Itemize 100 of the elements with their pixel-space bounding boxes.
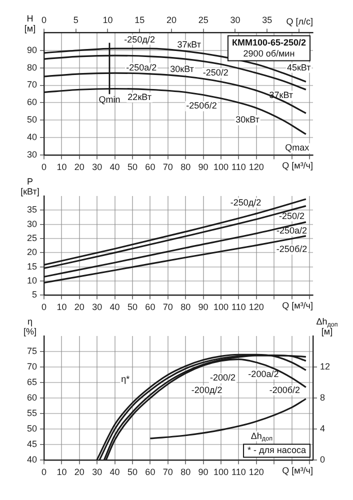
x-tick-label: 100 (213, 162, 228, 172)
y-tick-label: 65 (26, 377, 37, 388)
annotation: -250/2 (202, 68, 228, 78)
x-tick-label: 50 (127, 302, 138, 312)
x2-tick-label: 0 (41, 14, 47, 25)
y-axis-title: η [%] (24, 316, 37, 336)
y-tick-label: 50 (26, 114, 37, 125)
x-tick-label: 70 (162, 467, 173, 478)
x-tick-label: 60 (145, 162, 156, 172)
x-tick-label: 40 (110, 162, 120, 172)
ref-line-label: Qmin (98, 94, 120, 105)
annotation: -250б/2 (276, 244, 308, 254)
x-tick-label: 40 (110, 302, 120, 312)
x-tick-label: 50 (127, 162, 138, 172)
x-tick-label: 110 (231, 162, 246, 172)
y-tick-label: 20 (26, 247, 37, 258)
y2-tick-label: 4 (320, 424, 326, 434)
annotation: -200/2 (210, 372, 236, 383)
text: 2900 об/мин (243, 48, 295, 58)
y-tick-label: 60 (26, 392, 37, 403)
annotation: Qmax (285, 142, 310, 153)
x-tick-label: 120 (248, 467, 264, 478)
x-tick-label: 50 (127, 467, 138, 478)
x-tick-label: 60 (145, 302, 156, 312)
x-tick-label: 90 (198, 162, 208, 172)
x-tick-label: 0 (41, 162, 47, 172)
y-axis-title: P [кВт] (20, 176, 40, 196)
x-tick-label: 110 (231, 467, 246, 478)
y2-tick-label: 12 (320, 362, 330, 372)
x-tick-label: 30 (92, 302, 102, 312)
annotation: -200а/2 (248, 368, 279, 379)
x-tick-label: 100 (213, 467, 228, 478)
x-tick-label: 40 (110, 467, 120, 478)
x-tick-label: 120 (248, 162, 264, 172)
x-tick-label: 70 (162, 302, 173, 312)
x2-tick-label: 5 (73, 14, 78, 25)
x2-tick-label: 15 (134, 14, 145, 25)
y2-tick-label: 8 (320, 392, 326, 403)
x2-tick-label: 20 (166, 14, 176, 25)
y-tick-label: 80 (26, 62, 37, 72)
annotation: 22кВт (128, 92, 152, 102)
annotation: -250а/2 (126, 62, 157, 72)
x2-tick-label: 10 (102, 14, 113, 25)
x-tick-label: 20 (74, 162, 84, 172)
x-tick-label: 10 (56, 467, 67, 478)
x2-axis-title: Q [л/с] (286, 16, 314, 26)
x-axis-title: Q [м³/ч] (282, 160, 314, 171)
annotation: η* (121, 374, 130, 384)
annotation: -250д/2 (230, 197, 262, 208)
y-tick-label: 15 (26, 261, 37, 272)
annotation: 37кВт (177, 40, 202, 50)
y-tick-label: 35 (26, 204, 37, 215)
annotation: -200б/2 (269, 384, 300, 395)
x-tick-label: 90 (198, 467, 208, 478)
y-tick-label: 5 (32, 290, 37, 300)
x-tick-label: 10 (56, 162, 67, 172)
x-tick-label: 20 (74, 302, 84, 312)
x-axis-title: Q [м³/ч] (282, 466, 314, 476)
annotation: -250/2 (279, 210, 305, 221)
y-tick-label: 70 (26, 362, 37, 372)
x-tick-label: 70 (162, 162, 173, 172)
annotation: 30кВт (170, 64, 194, 74)
x-tick-label: 90 (198, 302, 208, 312)
annotation: -250д/2 (124, 34, 155, 44)
x-tick-label: 20 (74, 467, 84, 478)
x-tick-label: 0 (41, 302, 47, 312)
x-tick-label: 0 (41, 467, 47, 478)
x-tick-label: 100 (213, 302, 228, 312)
x-tick-label: 80 (180, 302, 191, 312)
x-axis-title: Q [м³/ч] (282, 300, 314, 311)
y-tick-label: 30 (26, 218, 37, 229)
x-tick-label: 80 (180, 162, 191, 172)
y-tick-label: 50 (26, 424, 37, 434)
annotation: 30кВт (236, 114, 260, 125)
x2-tick-label: 30 (230, 14, 240, 25)
x-tick-label: 30 (92, 162, 102, 172)
x-tick-label: 110 (231, 302, 246, 312)
y-tick-label: 40 (26, 132, 37, 142)
x-tick-label: 60 (145, 467, 156, 478)
annotation: -250б/2 (186, 100, 217, 111)
y2-tick-label: 0 (320, 454, 326, 465)
y-tick-label: 45 (26, 439, 37, 450)
x2-tick-label: 35 (262, 14, 272, 25)
y-tick-label: 90 (26, 44, 37, 55)
x-tick-label: 10 (56, 302, 67, 312)
y-tick-label: 70 (26, 80, 37, 90)
y-tick-label: 40 (26, 454, 37, 465)
x-tick-label: 120 (248, 302, 264, 312)
y-tick-label: 75 (26, 346, 37, 356)
annotation: 37кВт (269, 90, 294, 100)
x-tick-label: 30 (92, 467, 102, 478)
y-tick-label: 25 (26, 233, 37, 243)
x2-tick-label: 25 (198, 14, 208, 25)
y-tick-label: 30 (26, 150, 37, 160)
y-tick-label: 55 (26, 408, 37, 418)
annotation: * - для насоса (248, 445, 306, 456)
annotation: -250а/2 (276, 226, 308, 236)
y-tick-label: 10 (26, 276, 37, 286)
y-axis-title: H [м] (24, 13, 36, 34)
y-tick-label: 60 (26, 97, 37, 108)
